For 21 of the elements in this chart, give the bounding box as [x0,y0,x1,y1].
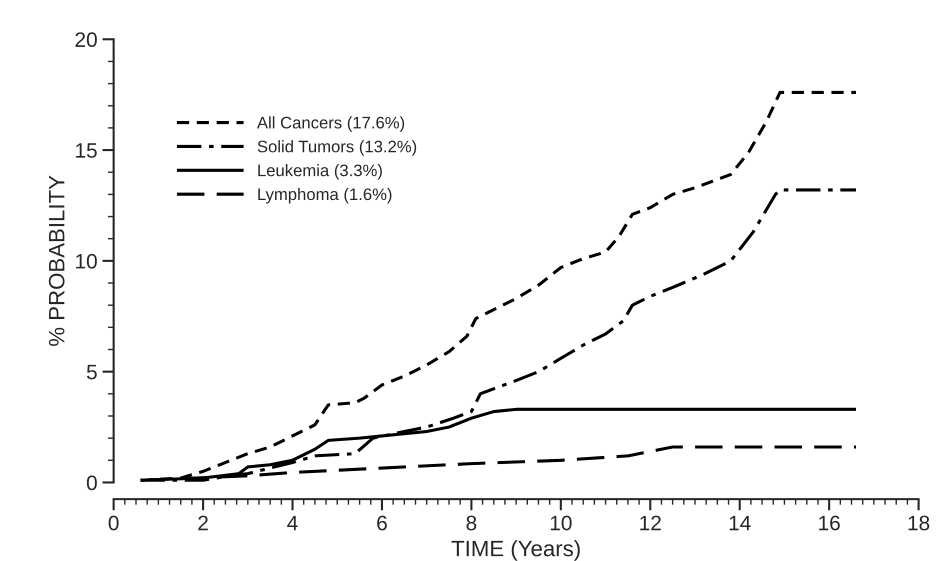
x-tick-label: 8 [466,516,476,530]
y-tick-label: 20 [76,32,97,48]
x-tick-label: 12 [640,516,661,530]
x-tick-label: 0 [108,516,119,530]
x-tick-label: 16 [819,516,840,530]
x-tick-label: 4 [287,516,298,530]
y-tick-label: 5 [86,364,97,380]
x-tick-label: 2 [198,516,208,530]
legend-label: Lymphoma (1.6%) [258,188,392,204]
y-tick-label: 10 [76,254,97,269]
legend-label: Solid Tumors (13.2%) [258,140,416,156]
y-axis-title: % PROBABILITY [48,176,65,346]
x-tick-label: 14 [730,516,751,530]
x-tick-label: 18 [908,516,930,530]
y-tick-label: 15 [76,143,97,158]
legend-label: All Cancers (17.6%) [256,116,404,132]
y-tick-label: 0 [86,475,97,490]
x-axis-title: TIME (Years) [452,540,580,561]
x-tick-label: 6 [377,516,387,530]
x-tick-label: 10 [550,516,572,530]
legend-label: Leukemia (3.3%) [258,164,382,180]
